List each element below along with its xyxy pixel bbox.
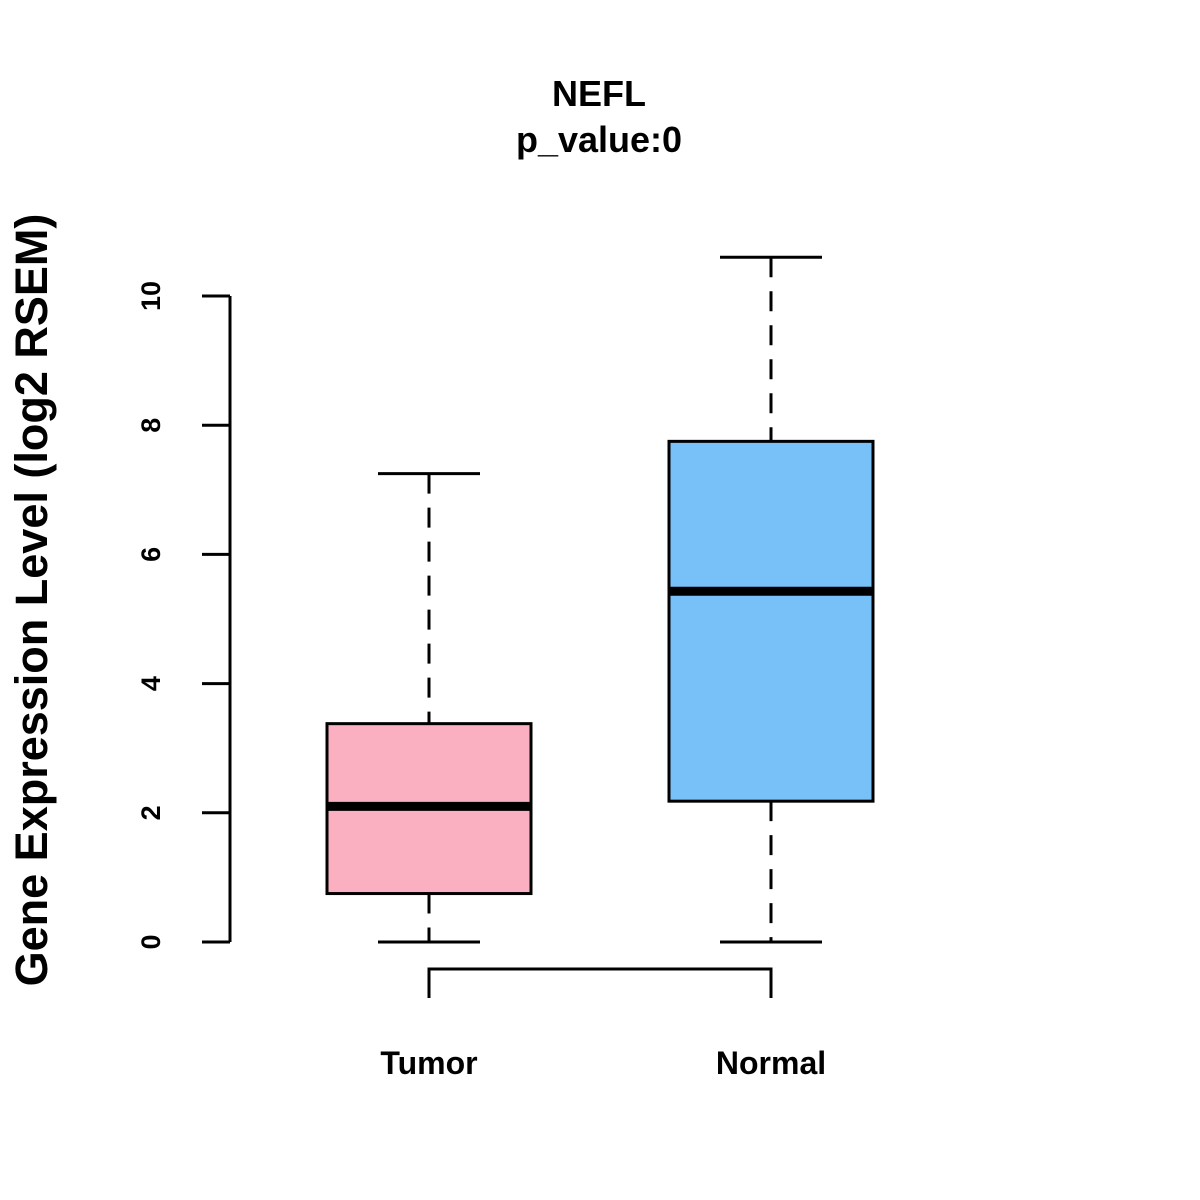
significance-bracket xyxy=(427,967,773,998)
y-tick-label: 10 xyxy=(136,281,166,311)
y-tick-label: 2 xyxy=(136,805,166,820)
y-axis: 0 2 4 6 8 10 xyxy=(136,281,232,950)
y-axis-label: Gene Expression Level (log2 RSEM) xyxy=(6,214,57,987)
box-normal xyxy=(667,255,875,944)
y-tick-label: 8 xyxy=(136,418,166,433)
chart-title: NEFL xyxy=(552,73,646,114)
category-label-normal: Normal xyxy=(716,1045,826,1081)
category-label-tumor: Tumor xyxy=(380,1045,477,1081)
boxes xyxy=(325,255,875,998)
box-tumor xyxy=(325,472,533,944)
y-tick-label: 4 xyxy=(136,676,166,691)
chart-subtitle: p_value:0 xyxy=(516,119,682,160)
y-tick-label: 6 xyxy=(136,547,166,562)
category-labels: Tumor Normal xyxy=(380,1045,826,1081)
bracket-line xyxy=(427,967,773,998)
y-tick-label: 0 xyxy=(136,934,166,949)
iqr-box xyxy=(667,439,875,803)
